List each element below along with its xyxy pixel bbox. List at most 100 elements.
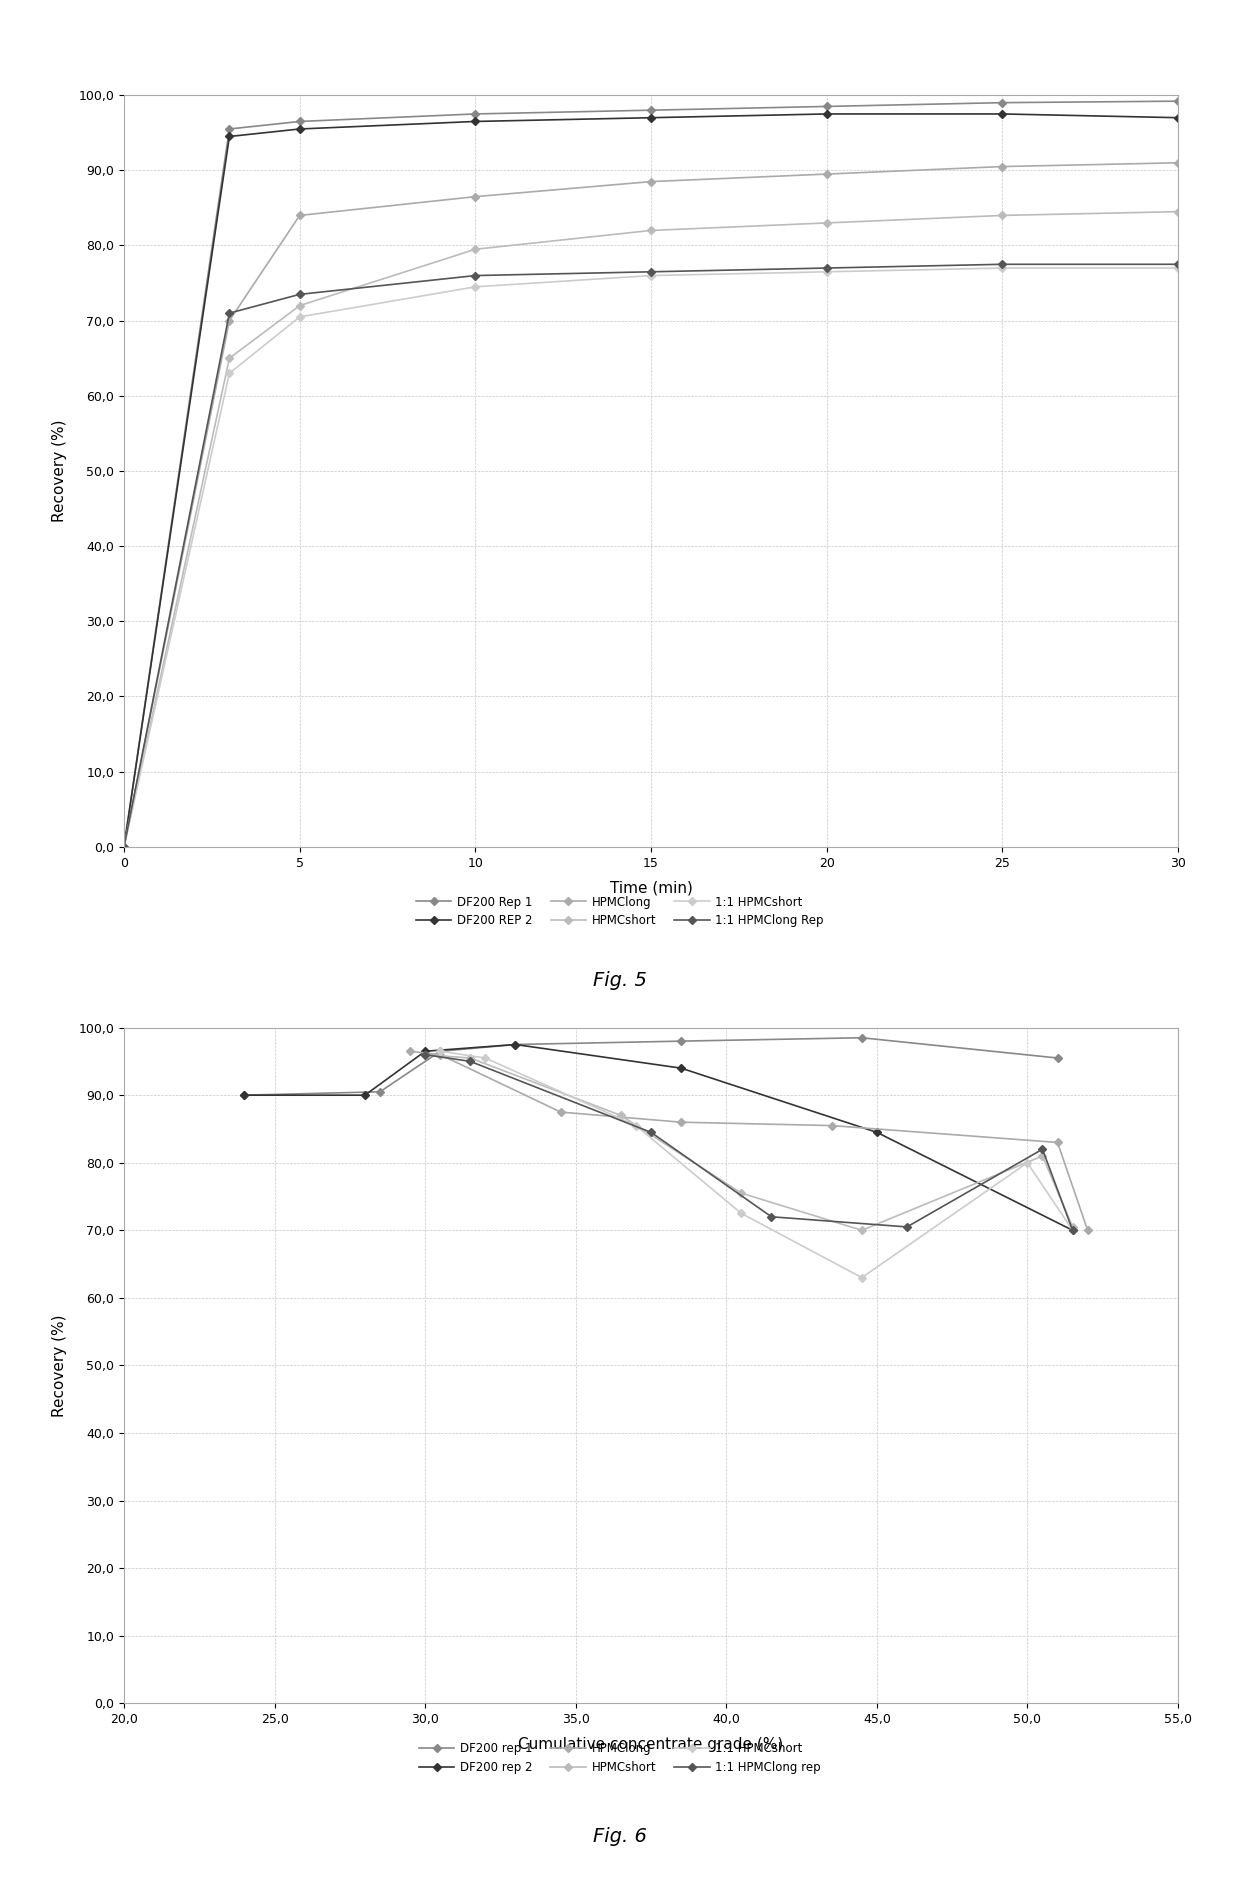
DF200 REP 2 <box>820 103 835 126</box>
1:1 HPMClong Rep <box>1171 253 1185 276</box>
1:1 HPMCshort <box>222 362 237 384</box>
HPMCshort <box>222 346 237 369</box>
DF200 Rep 1 <box>644 99 658 122</box>
1:1 HPMCshort <box>467 276 482 299</box>
HPMCshort <box>1065 1216 1080 1239</box>
1:1 HPMClong rep <box>463 1050 477 1073</box>
Line: HPMCshort: HPMCshort <box>423 1052 1075 1233</box>
HPMClong <box>1050 1130 1065 1153</box>
DF200 Rep 1 <box>994 91 1009 114</box>
HPMCshort <box>854 1220 869 1243</box>
DF200 rep 1 <box>508 1033 523 1056</box>
DF200 REP 2 <box>222 126 237 148</box>
DF200 REP 2 <box>293 118 308 141</box>
HPMClong <box>673 1111 688 1134</box>
HPMCshort <box>1035 1144 1050 1167</box>
DF200 Rep 1 <box>222 118 237 141</box>
X-axis label: Time (min): Time (min) <box>610 881 692 896</box>
1:1 HPMClong Rep <box>293 284 308 306</box>
Line: DF200 rep 2: DF200 rep 2 <box>242 1041 1075 1233</box>
DF200 rep 1 <box>237 1085 252 1108</box>
1:1 HPMClong Rep <box>117 835 131 858</box>
Legend: DF200 rep 1, DF200 rep 2, HPMClong, HPMCshort, 1:1 HPMCshort, 1:1 HPMClong rep: DF200 rep 1, DF200 rep 2, HPMClong, HPMC… <box>414 1737 826 1779</box>
HPMClong <box>117 835 131 858</box>
Y-axis label: Recovery (%): Recovery (%) <box>52 421 67 521</box>
1:1 HPMClong rep <box>644 1121 658 1144</box>
HPMClong <box>1080 1220 1095 1243</box>
1:1 HPMCshort <box>477 1047 492 1069</box>
Line: 1:1 HPMCshort: 1:1 HPMCshort <box>122 265 1180 849</box>
1:1 HPMCshort <box>293 306 308 329</box>
DF200 Rep 1 <box>293 110 308 133</box>
DF200 rep 1 <box>372 1081 387 1104</box>
HPMClong <box>644 169 658 192</box>
1:1 HPMCshort <box>734 1203 749 1226</box>
DF200 REP 2 <box>644 107 658 129</box>
DF200 Rep 1 <box>820 95 835 118</box>
HPMCshort <box>644 219 658 242</box>
1:1 HPMCshort <box>629 1113 644 1136</box>
HPMClong <box>222 308 237 331</box>
HPMClong <box>994 156 1009 179</box>
HPMCshort <box>734 1182 749 1205</box>
DF200 Rep 1 <box>117 835 131 858</box>
Y-axis label: Recovery (%): Recovery (%) <box>52 1315 67 1416</box>
1:1 HPMClong Rep <box>222 303 237 325</box>
DF200 rep 1 <box>854 1026 869 1049</box>
Legend: DF200 Rep 1, DF200 REP 2, HPMClong, HPMCshort, 1:1 HPMCshort, 1:1 HPMClong Rep: DF200 Rep 1, DF200 REP 2, HPMClong, HPMC… <box>412 891 828 932</box>
1:1 HPMClong rep <box>1035 1138 1050 1161</box>
DF200 REP 2 <box>467 110 482 133</box>
HPMClong <box>825 1113 839 1136</box>
1:1 HPMClong rep <box>418 1043 433 1066</box>
HPMCshort <box>614 1104 629 1127</box>
X-axis label: Cumulative concentrate grade (%): Cumulative concentrate grade (%) <box>518 1737 784 1753</box>
Line: 1:1 HPMClong rep: 1:1 HPMClong rep <box>423 1052 1075 1233</box>
HPMCshort <box>463 1047 477 1069</box>
1:1 HPMCshort <box>433 1039 448 1062</box>
DF200 REP 2 <box>1171 107 1185 129</box>
HPMClong <box>820 162 835 185</box>
Text: Fig. 5: Fig. 5 <box>593 971 647 990</box>
Line: DF200 REP 2: DF200 REP 2 <box>122 110 1180 849</box>
HPMClong <box>293 204 308 226</box>
1:1 HPMCshort <box>117 835 131 858</box>
Line: DF200 Rep 1: DF200 Rep 1 <box>122 99 1180 849</box>
1:1 HPMCshort <box>854 1265 869 1288</box>
1:1 HPMCshort <box>1065 1220 1080 1243</box>
DF200 Rep 1 <box>467 103 482 126</box>
DF200 rep 2 <box>1065 1220 1080 1243</box>
1:1 HPMClong Rep <box>994 253 1009 276</box>
HPMCshort <box>467 238 482 261</box>
1:1 HPMCshort <box>1171 257 1185 280</box>
Text: Fig. 6: Fig. 6 <box>593 1827 647 1846</box>
HPMClong <box>433 1043 448 1066</box>
Line: 1:1 HPMClong Rep: 1:1 HPMClong Rep <box>122 261 1180 849</box>
DF200 rep 1 <box>1050 1047 1065 1069</box>
1:1 HPMCshort <box>1021 1151 1035 1174</box>
1:1 HPMClong rep <box>1065 1220 1080 1243</box>
HPMCshort <box>117 835 131 858</box>
Line: HPMClong: HPMClong <box>407 1049 1090 1233</box>
HPMClong <box>553 1100 568 1123</box>
DF200 rep 2 <box>237 1085 252 1108</box>
HPMCshort <box>1171 200 1185 223</box>
HPMCshort <box>820 211 835 234</box>
1:1 HPMCshort <box>994 257 1009 280</box>
1:1 HPMClong rep <box>764 1205 779 1227</box>
1:1 HPMCshort <box>820 261 835 284</box>
DF200 rep 1 <box>673 1030 688 1052</box>
DF200 rep 1 <box>433 1039 448 1062</box>
1:1 HPMClong Rep <box>644 261 658 284</box>
HPMClong <box>403 1039 418 1062</box>
DF200 REP 2 <box>994 103 1009 126</box>
HPMCshort <box>293 295 308 318</box>
Line: DF200 rep 1: DF200 rep 1 <box>242 1035 1060 1098</box>
1:1 HPMClong Rep <box>467 265 482 287</box>
DF200 Rep 1 <box>1171 89 1185 112</box>
Line: HPMCshort: HPMCshort <box>122 209 1180 849</box>
1:1 HPMClong Rep <box>820 257 835 280</box>
HPMClong <box>1171 152 1185 175</box>
HPMClong <box>467 185 482 207</box>
Line: 1:1 HPMCshort: 1:1 HPMCshort <box>438 1049 1075 1281</box>
1:1 HPMClong rep <box>899 1216 914 1239</box>
